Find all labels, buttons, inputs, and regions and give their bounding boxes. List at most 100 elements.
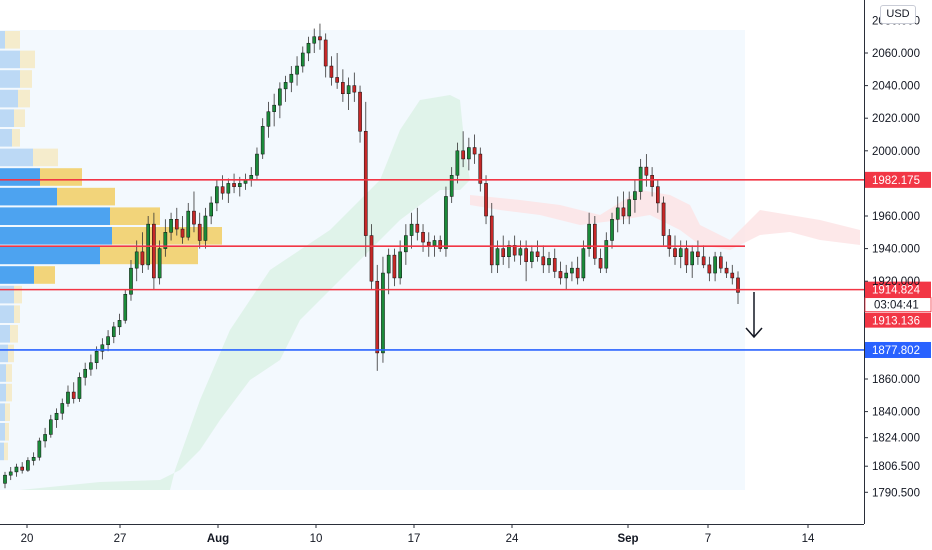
candle[interactable]	[341, 82, 345, 94]
candle[interactable]	[106, 336, 110, 346]
candle[interactable]	[129, 267, 133, 295]
candle[interactable]	[386, 254, 391, 274]
candle[interactable]	[432, 240, 437, 246]
candle[interactable]	[701, 256, 706, 266]
candle[interactable]	[329, 65, 334, 78]
candle[interactable]	[180, 228, 185, 238]
candle[interactable]	[226, 183, 231, 194]
candle[interactable]	[134, 251, 139, 269]
candle[interactable]	[478, 153, 483, 184]
candle[interactable]	[60, 403, 65, 414]
candle[interactable]	[524, 248, 528, 262]
candle[interactable]	[587, 223, 591, 249]
candle[interactable]	[152, 223, 156, 279]
candle[interactable]	[467, 147, 471, 160]
candle[interactable]	[48, 419, 53, 435]
candle[interactable]	[438, 240, 443, 249]
candle[interactable]	[323, 39, 328, 67]
time-axis[interactable]: 20 27 Aug 10 17 24 Sep 7 14	[21, 524, 815, 545]
candle[interactable]	[724, 267, 729, 274]
candle[interactable]	[415, 223, 420, 233]
candle[interactable]	[650, 175, 654, 187]
candle[interactable]	[610, 219, 614, 241]
candle[interactable]	[54, 412, 59, 421]
candle[interactable]	[484, 183, 488, 217]
candle[interactable]	[375, 280, 380, 354]
candle[interactable]	[615, 207, 620, 220]
candle[interactable]	[581, 248, 586, 279]
candle[interactable]	[696, 251, 700, 258]
candle[interactable]	[530, 251, 534, 262]
candle[interactable]	[558, 271, 563, 279]
candle[interactable]	[169, 219, 173, 233]
candle[interactable]	[43, 434, 47, 442]
candle[interactable]	[707, 264, 712, 274]
candle[interactable]	[621, 207, 626, 217]
candle[interactable]	[94, 351, 99, 363]
candle[interactable]	[66, 391, 70, 404]
candle[interactable]	[31, 456, 36, 461]
candle[interactable]	[575, 267, 580, 279]
annotations[interactable]	[745, 292, 763, 339]
candle[interactable]	[306, 42, 311, 54]
candle[interactable]	[3, 474, 7, 484]
candle[interactable]	[552, 258, 557, 272]
candle[interactable]	[26, 460, 30, 471]
candle[interactable]	[512, 245, 517, 256]
candle[interactable]	[644, 166, 649, 176]
candle[interactable]	[77, 377, 82, 399]
candle[interactable]	[14, 466, 19, 473]
arrow-head-icon[interactable]	[745, 327, 763, 339]
candle[interactable]	[541, 256, 546, 266]
candle[interactable]	[455, 150, 460, 176]
candle[interactable]	[713, 256, 717, 274]
candle[interactable]	[678, 248, 683, 258]
candle[interactable]	[507, 245, 511, 257]
candle[interactable]	[289, 73, 294, 83]
candle[interactable]	[295, 65, 299, 75]
candle[interactable]	[598, 258, 603, 269]
candle[interactable]	[186, 210, 191, 238]
candlesticks[interactable]	[3, 23, 740, 489]
level-price-tag[interactable]	[865, 171, 931, 188]
candle[interactable]	[690, 251, 695, 266]
candle[interactable]	[604, 240, 609, 269]
current-price-tag[interactable]	[865, 312, 931, 328]
candle[interactable]	[157, 248, 162, 279]
candle[interactable]	[472, 147, 477, 155]
candle[interactable]	[123, 293, 128, 321]
candle[interactable]	[209, 202, 213, 217]
candle[interactable]	[627, 199, 632, 217]
candle[interactable]	[220, 186, 225, 194]
candle[interactable]	[535, 251, 540, 258]
candle[interactable]	[518, 248, 523, 256]
candle[interactable]	[564, 272, 569, 279]
candle[interactable]	[312, 36, 317, 44]
candle[interactable]	[278, 88, 282, 106]
candle[interactable]	[358, 91, 362, 132]
candle[interactable]	[174, 219, 179, 230]
candle[interactable]	[71, 391, 76, 399]
candle[interactable]	[260, 126, 265, 155]
currency-button[interactable]: USD	[880, 5, 916, 24]
candle[interactable]	[398, 251, 402, 279]
candle[interactable]	[684, 248, 689, 266]
candle[interactable]	[736, 277, 740, 293]
candle[interactable]	[117, 320, 122, 328]
candle[interactable]	[255, 153, 259, 176]
candle[interactable]	[346, 85, 351, 94]
candle[interactable]	[352, 85, 357, 93]
candle[interactable]	[656, 186, 660, 204]
candle[interactable]	[192, 210, 196, 225]
candle[interactable]	[20, 466, 25, 471]
candle[interactable]	[421, 232, 425, 243]
candle[interactable]	[111, 326, 116, 337]
candle[interactable]	[381, 272, 385, 354]
candle[interactable]	[237, 183, 242, 187]
candle[interactable]	[501, 248, 506, 258]
candle[interactable]	[449, 175, 454, 197]
candle[interactable]	[272, 104, 276, 112]
candle[interactable]	[215, 186, 219, 204]
candle[interactable]	[633, 191, 637, 200]
